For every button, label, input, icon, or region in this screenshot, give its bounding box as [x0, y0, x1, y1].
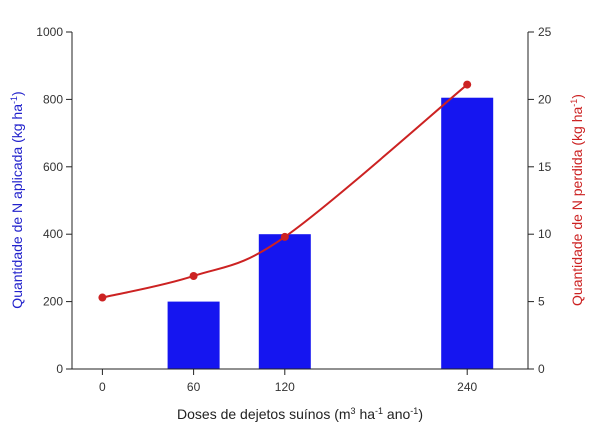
right-y-tick-label: 10	[538, 227, 552, 241]
loss-curve	[102, 83, 468, 299]
left-y-tick-label: 200	[43, 295, 63, 309]
right-y-tick-label: 15	[538, 160, 552, 174]
left-y-tick-label: 0	[56, 362, 63, 376]
x-tick-label: 120	[275, 380, 295, 394]
loss-point-0	[98, 293, 107, 302]
x-tick-label: 0	[99, 380, 106, 394]
loss-point-60	[189, 271, 198, 280]
left-y-tick-label: 400	[43, 227, 63, 241]
line-layer	[98, 80, 472, 302]
right-y-axis-title: Quantidade de N perdida (kg ha-1)	[569, 94, 585, 306]
axes-layer	[71, 32, 529, 370]
x-tick-label: 240	[457, 380, 477, 394]
x-axis-title: Doses de dejetos suínos (m3 ha-1 ano-1)	[177, 406, 423, 422]
ticks-layer: 0 200 400 600 800 1000 0 5 10 15 20 25 0 60 120 240	[36, 25, 551, 394]
right-y-tick-label: 0	[538, 362, 545, 376]
left-y-tick-label: 800	[43, 92, 63, 106]
loss-point-240	[463, 80, 472, 89]
left-y-tick-label: 600	[43, 160, 63, 174]
bars-layer	[167, 97, 494, 369]
left-y-axis-title: Quantidade de N aplicada (kg ha-1)	[9, 91, 25, 308]
bar-60	[167, 301, 220, 369]
right-y-tick-label: 5	[538, 295, 545, 309]
left-y-tick-label: 1000	[36, 25, 63, 39]
bar-240	[441, 97, 494, 369]
bar-120	[258, 234, 311, 369]
loss-point-120	[280, 232, 289, 241]
right-y-tick-label: 20	[538, 92, 552, 106]
x-tick-label: 60	[187, 380, 201, 394]
right-y-tick-label: 25	[538, 25, 552, 39]
